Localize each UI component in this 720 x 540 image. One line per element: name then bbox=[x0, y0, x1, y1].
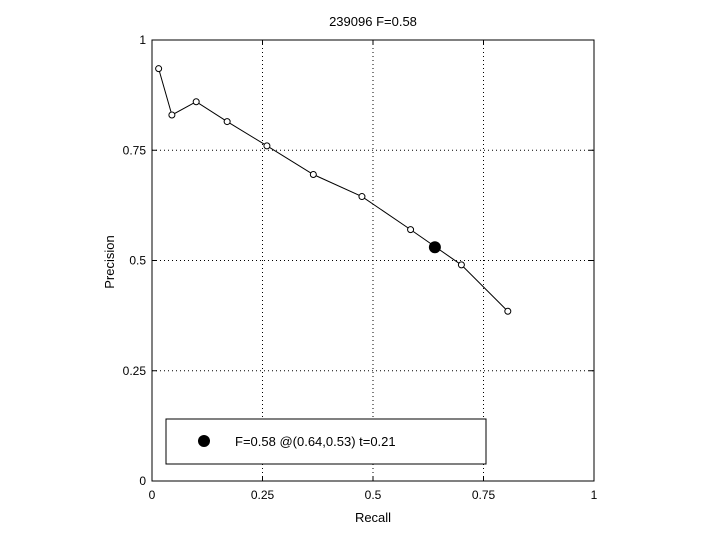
pr-curve-point bbox=[504, 307, 512, 315]
x-tick-label: 0.5 bbox=[365, 488, 382, 502]
best-f-point bbox=[428, 241, 441, 254]
axis-ticks: 0 0.25 0.5 0.75 1 0 0.25 0.5 0.75 1 bbox=[123, 33, 598, 502]
legend-marker bbox=[198, 435, 210, 447]
y-tick-label: 1 bbox=[139, 33, 146, 47]
x-tick-label: 0.75 bbox=[472, 488, 496, 502]
legend-label: F=0.58 @(0.64,0.53) t=0.21 bbox=[235, 434, 396, 449]
pr-curve-point bbox=[155, 65, 163, 73]
x-axis-label: Recall bbox=[355, 510, 391, 525]
pr-curve-point bbox=[457, 261, 465, 269]
x-tick-label: 1 bbox=[591, 488, 598, 502]
pr-curve-point bbox=[407, 226, 415, 234]
series-layer bbox=[155, 65, 512, 315]
x-tick-label: 0.25 bbox=[251, 488, 275, 502]
pr-curve-point bbox=[358, 193, 366, 201]
pr-curve-point bbox=[192, 98, 200, 106]
y-axis-label: Precision bbox=[102, 235, 117, 288]
y-tick-label: 0.75 bbox=[123, 143, 147, 157]
pr-curve-point bbox=[223, 118, 231, 126]
y-tick-label: 0 bbox=[139, 474, 146, 488]
legend: F=0.58 @(0.64,0.53) t=0.21 bbox=[165, 418, 487, 465]
pr-curve-point bbox=[168, 111, 176, 119]
y-tick-label: 0.25 bbox=[123, 364, 147, 378]
grid bbox=[152, 40, 594, 481]
pr-curve-point bbox=[263, 142, 271, 150]
y-tick-label: 0.5 bbox=[129, 254, 146, 268]
x-tick-label: 0 bbox=[149, 488, 156, 502]
chart-title: 239096 F=0.58 bbox=[329, 14, 417, 29]
legend-box bbox=[165, 418, 487, 465]
pr-curve-point bbox=[309, 171, 317, 179]
